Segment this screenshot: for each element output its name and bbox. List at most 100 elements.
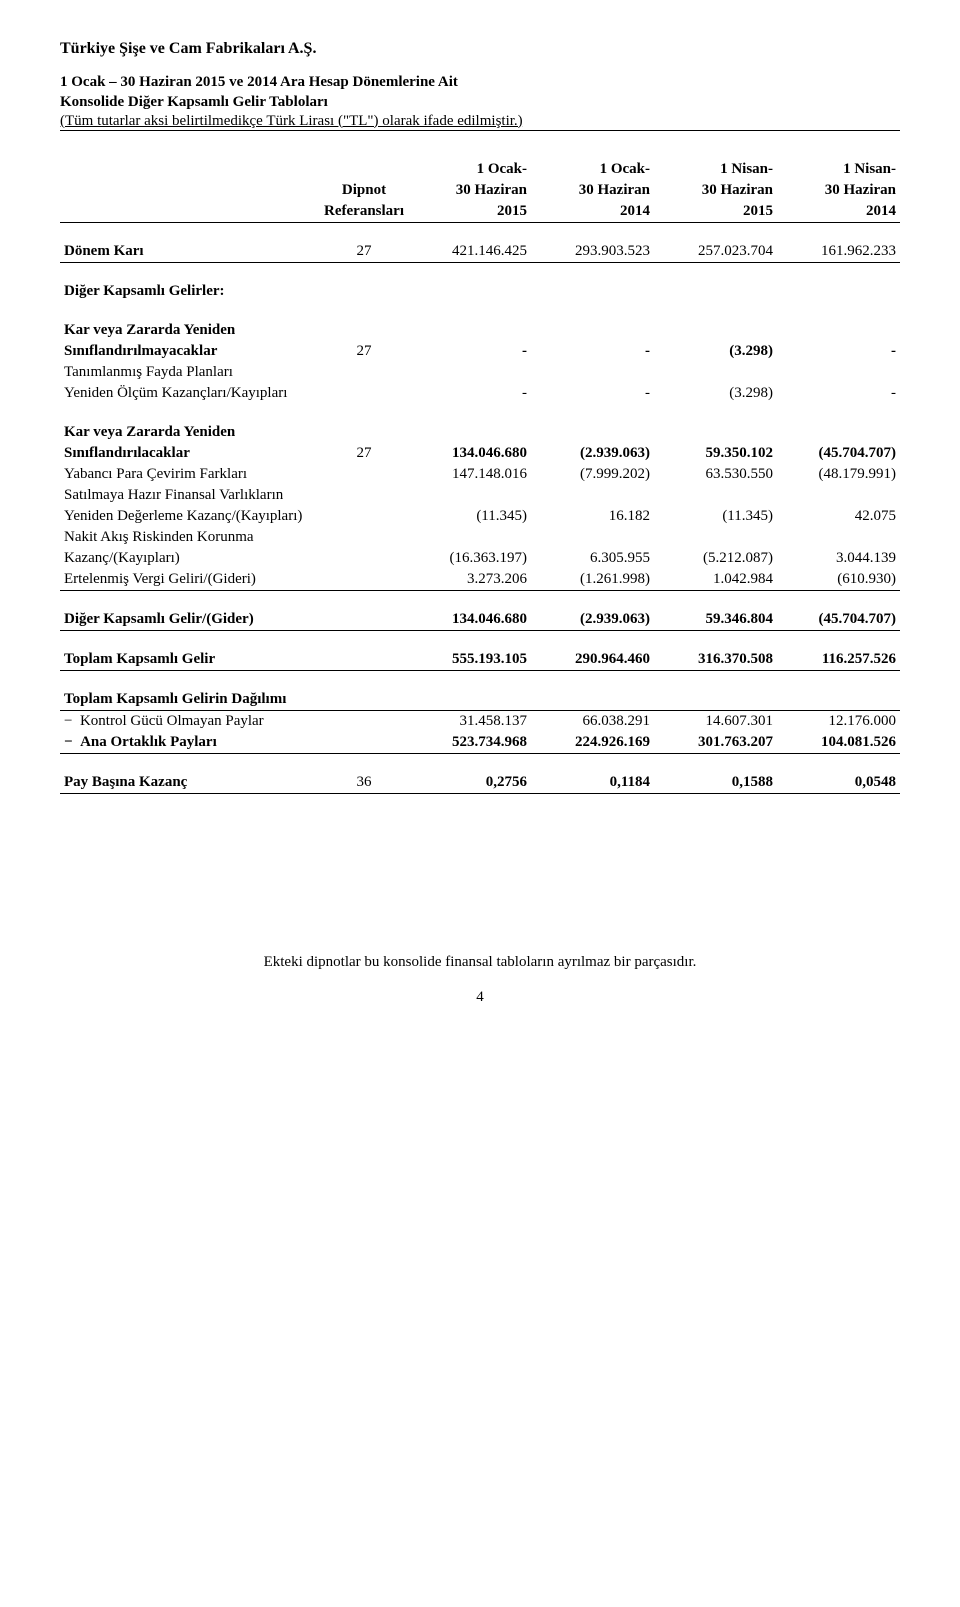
dipnot-l2: Referansları xyxy=(320,201,408,223)
c3-kontrol-gucu: 14.607.301 xyxy=(654,710,777,732)
c4-satilmaya: 42.075 xyxy=(777,506,900,527)
c1-ertelenmis: 3.273.206 xyxy=(408,569,531,591)
c1-yabanci-para: 147.148.016 xyxy=(408,464,531,485)
col1-l3: 2015 xyxy=(408,201,531,223)
c1-toplam-kapsamli: 555.193.105 xyxy=(408,649,531,671)
c4-siniflandirilmayacak: - xyxy=(777,341,900,362)
c3-nakit: (5.212.087) xyxy=(654,548,777,569)
row-ertelenmis: Ertelenmiş Vergi Geliri/(Gideri) 3.273.2… xyxy=(60,569,900,591)
label-kontrol-gucu: − Kontrol Gücü Olmayan Paylar xyxy=(60,710,320,732)
c1-siniflandirilacak: 134.046.680 xyxy=(408,443,531,464)
label-nakit-l2: Kazanç/(Kayıpları) xyxy=(60,548,320,569)
row-siniflandirilacak: Sınıflandırılacaklar 27 134.046.680 (2.9… xyxy=(60,443,900,464)
c2-toplam-kapsamli: 290.964.460 xyxy=(531,649,654,671)
col4-l1: 1 Nisan- xyxy=(777,159,900,180)
col4-l2: 30 Haziran xyxy=(777,180,900,201)
dipnot-l1: Dipnot xyxy=(320,180,408,201)
row-siniflandirilmayacak-l1: Kar veya Zararda Yeniden xyxy=(60,320,900,341)
c3-siniflandirilacak: 59.350.102 xyxy=(654,443,777,464)
report-title-line2: Konsolide Diğer Kapsamlı Gelir Tabloları xyxy=(60,92,900,112)
c2-nakit: 6.305.955 xyxy=(531,548,654,569)
label-tanimlanmis-l2: Yeniden Ölçüm Kazançları/Kayıpları xyxy=(60,383,320,404)
c1-tanimlanmis: - xyxy=(408,383,531,404)
label-ana-ortaklik: − Ana Ortaklık Payları xyxy=(60,732,320,754)
c3-toplam-kapsamli: 316.370.508 xyxy=(654,649,777,671)
c2-diger-kapsamli: (2.939.063) xyxy=(531,609,654,631)
c1-nakit: (16.363.197) xyxy=(408,548,531,569)
c3-satilmaya: (11.345) xyxy=(654,506,777,527)
c4-pay-basina: 0,0548 xyxy=(777,772,900,794)
c2-kontrol-gucu: 66.038.291 xyxy=(531,710,654,732)
c4-toplam-kapsamli: 116.257.526 xyxy=(777,649,900,671)
row-siniflandirilmayacak: Sınıflandırılmayacaklar 27 - - (3.298) - xyxy=(60,341,900,362)
col3-l2: 30 Haziran xyxy=(654,180,777,201)
c3-donem-kari: 257.023.704 xyxy=(654,241,777,263)
col4-l3: 2014 xyxy=(777,201,900,223)
c3-pay-basina: 0,1588 xyxy=(654,772,777,794)
label-satilmaya-l1: Satılmaya Hazır Finansal Varlıkların xyxy=(60,485,900,506)
col2-l2: 30 Haziran xyxy=(531,180,654,201)
c3-yabanci-para: 63.530.550 xyxy=(654,464,777,485)
row-nakit-l1: Nakit Akış Riskinden Korunma xyxy=(60,527,900,548)
note-pay-basina: 36 xyxy=(320,772,408,794)
row-donem-kari: Dönem Karı 27 421.146.425 293.903.523 25… xyxy=(60,241,900,263)
c4-diger-kapsamli: (45.704.707) xyxy=(777,609,900,631)
row-tanimlanmis-l1: Tanımlanmış Fayda Planları xyxy=(60,362,900,383)
label-pay-basina: Pay Başına Kazanç xyxy=(60,772,320,794)
label-diger-gelirler: Diğer Kapsamlı Gelirler: xyxy=(60,281,900,302)
c3-ertelenmis: 1.042.984 xyxy=(654,569,777,591)
label-siniflandirilmayacak-l2: Sınıflandırılmayacaklar xyxy=(60,341,320,362)
c4-donem-kari: 161.962.233 xyxy=(777,241,900,263)
row-yabanci-para: Yabancı Para Çevirim Farkları 147.148.01… xyxy=(60,464,900,485)
c2-yabanci-para: (7.999.202) xyxy=(531,464,654,485)
row-tanimlanmis: Yeniden Ölçüm Kazançları/Kayıpları - - (… xyxy=(60,383,900,404)
dash-icon: − xyxy=(64,713,72,729)
c4-ertelenmis: (610.930) xyxy=(777,569,900,591)
c4-ana-ortaklik: 104.081.526 xyxy=(777,732,900,754)
row-toplam-kapsamli: Toplam Kapsamlı Gelir 555.193.105 290.96… xyxy=(60,649,900,671)
note-donem-kari: 27 xyxy=(320,241,408,263)
col2-l1: 1 Ocak- xyxy=(531,159,654,180)
row-siniflandirilacak-l1: Kar veya Zararda Yeniden xyxy=(60,422,900,443)
c2-satilmaya: 16.182 xyxy=(531,506,654,527)
label-nakit-l1: Nakit Akış Riskinden Korunma xyxy=(60,527,900,548)
c1-siniflandirilmayacak: - xyxy=(408,341,531,362)
label-siniflandirilmayacak-l1: Kar veya Zararda Yeniden xyxy=(60,320,900,341)
page-number: 4 xyxy=(60,989,900,1006)
c4-nakit: 3.044.139 xyxy=(777,548,900,569)
c2-tanimlanmis: - xyxy=(531,383,654,404)
label-satilmaya-l2: Yeniden Değerleme Kazanç/(Kayıpları) xyxy=(60,506,320,527)
label-donem-kari: Dönem Karı xyxy=(60,241,320,263)
row-kontrol-gucu: − Kontrol Gücü Olmayan Paylar 31.458.137… xyxy=(60,710,900,732)
c4-siniflandirilacak: (45.704.707) xyxy=(777,443,900,464)
row-ana-ortaklik: − Ana Ortaklık Payları 523.734.968 224.9… xyxy=(60,732,900,754)
row-diger-kapsamli: Diğer Kapsamlı Gelir/(Gider) 134.046.680… xyxy=(60,609,900,631)
c4-yabanci-para: (48.179.991) xyxy=(777,464,900,485)
label-siniflandirilacak-l2: Sınıflandırılacaklar xyxy=(60,443,320,464)
c3-diger-kapsamli: 59.346.804 xyxy=(654,609,777,631)
header-row-3: Referansları 2015 2014 2015 2014 xyxy=(60,201,900,223)
row-satilmaya-l1: Satılmaya Hazır Finansal Varlıkların xyxy=(60,485,900,506)
col3-l3: 2015 xyxy=(654,201,777,223)
header-row-2: Dipnot 30 Haziran 30 Haziran 30 Haziran … xyxy=(60,180,900,201)
c2-siniflandirilmayacak: - xyxy=(531,341,654,362)
label-diger-kapsamli: Diğer Kapsamlı Gelir/(Gider) xyxy=(60,609,320,631)
c2-siniflandirilacak: (2.939.063) xyxy=(531,443,654,464)
label-siniflandirilacak-l1: Kar veya Zararda Yeniden xyxy=(60,422,900,443)
income-table: 1 Ocak- 1 Ocak- 1 Nisan- 1 Nisan- Dipnot… xyxy=(60,159,900,794)
company-name: Türkiye Şişe ve Cam Fabrikaları A.Ş. xyxy=(60,40,900,58)
header-rule xyxy=(60,130,900,131)
c3-ana-ortaklik: 301.763.207 xyxy=(654,732,777,754)
col1-l2: 30 Haziran xyxy=(408,180,531,201)
footer-note: Ekteki dipnotlar bu konsolide finansal t… xyxy=(60,954,900,971)
c2-donem-kari: 293.903.523 xyxy=(531,241,654,263)
row-nakit: Kazanç/(Kayıpları) (16.363.197) 6.305.95… xyxy=(60,548,900,569)
c1-kontrol-gucu: 31.458.137 xyxy=(408,710,531,732)
label-yabanci-para: Yabancı Para Çevirim Farkları xyxy=(60,464,320,485)
c2-ana-ortaklik: 224.926.169 xyxy=(531,732,654,754)
c1-satilmaya: (11.345) xyxy=(408,506,531,527)
label-tanimlanmis-l1: Tanımlanmış Fayda Planları xyxy=(60,362,900,383)
c2-ertelenmis: (1.261.998) xyxy=(531,569,654,591)
c3-tanimlanmis: (3.298) xyxy=(654,383,777,404)
c1-pay-basina: 0,2756 xyxy=(408,772,531,794)
